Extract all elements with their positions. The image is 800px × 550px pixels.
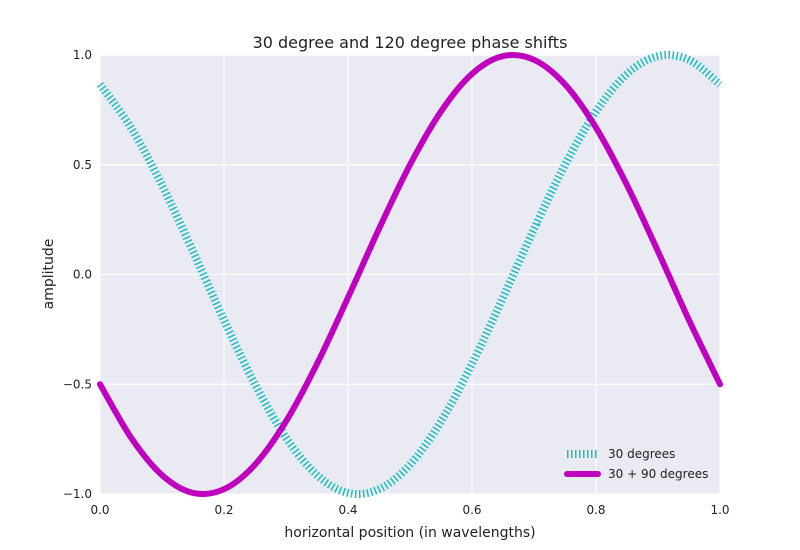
series-layer xyxy=(96,51,723,498)
y-tick-label: 0.5 xyxy=(73,158,92,172)
x-tick-label: 0.8 xyxy=(586,503,605,517)
x-axis-title: horizontal position (in wavelengths) xyxy=(284,525,535,541)
x-tick-label: 0.6 xyxy=(462,503,481,517)
x-tick-labels: 0.0 0.2 0.4 0.6 0.8 1.0 xyxy=(90,503,729,517)
y-tick-label: 0.0 xyxy=(73,268,92,282)
x-tick-label: 0.4 xyxy=(338,503,357,517)
x-tick-label: 1.0 xyxy=(710,503,729,517)
x-tick-label: 0.0 xyxy=(90,503,109,517)
legend: 30 degrees 30 + 90 degrees xyxy=(564,447,708,481)
y-tick-labels: −1.0 −0.5 0.0 0.5 1.0 xyxy=(63,48,92,501)
legend-label-30-plus-90-degrees: 30 + 90 degrees xyxy=(608,467,708,481)
legend-label-30-degrees: 30 degrees xyxy=(608,447,675,461)
y-tick-label: −0.5 xyxy=(63,377,92,391)
x-tick-label: 0.2 xyxy=(214,503,233,517)
y-tick-label: −1.0 xyxy=(63,487,92,501)
y-tick-label: 1.0 xyxy=(73,48,92,62)
y-axis-title: amplitude xyxy=(41,239,57,310)
series-line-30-degrees xyxy=(96,51,723,498)
chart-title: 30 degree and 120 degree phase shifts xyxy=(253,33,568,52)
series-line-30-plus-90-degrees xyxy=(97,52,723,497)
